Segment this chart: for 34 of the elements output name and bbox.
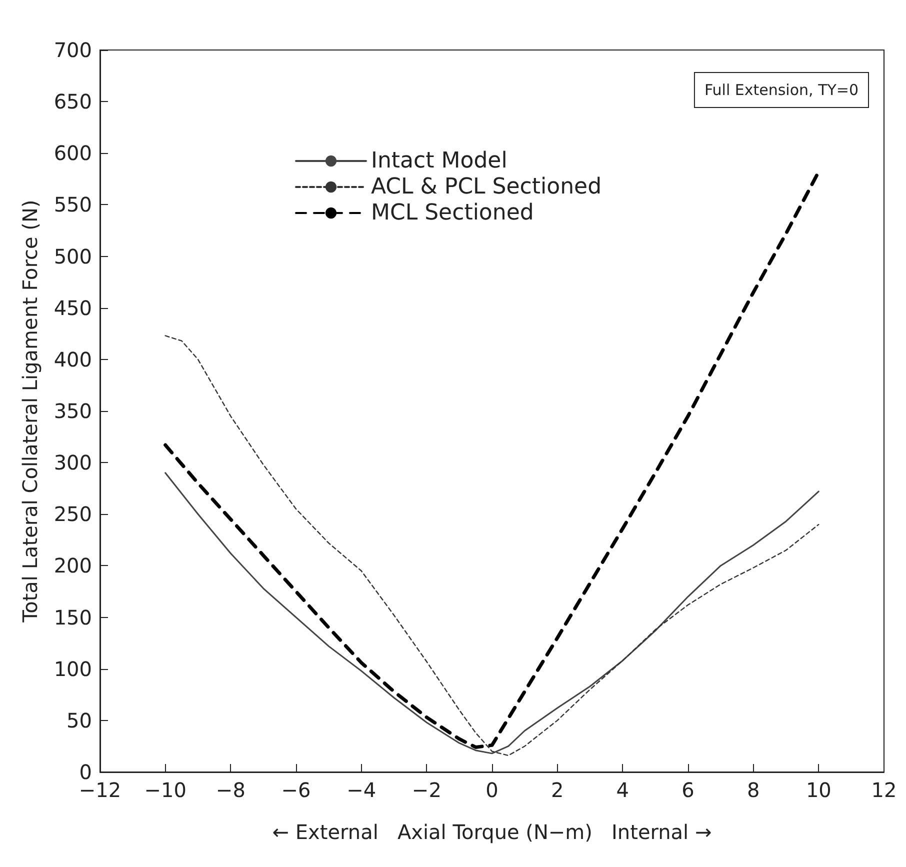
x-tick-label: 8 xyxy=(746,778,760,802)
y-tick-label: 300 xyxy=(54,450,92,475)
y-tick-label: 400 xyxy=(54,347,92,372)
y-tick-label: 350 xyxy=(54,399,92,423)
x-tick-label: −10 xyxy=(144,778,186,802)
y-tick-label: 50 xyxy=(66,708,92,732)
line-series xyxy=(164,472,820,754)
x-tick-label: 6 xyxy=(682,778,694,802)
x-tick-label: −4 xyxy=(346,778,376,802)
y-tick-label: 650 xyxy=(54,90,92,114)
y-axis-title: Total Lateral Collateral Ligament Force (N) xyxy=(18,200,42,624)
y-tick-label: 150 xyxy=(54,605,92,630)
y-tick-label: 700 xyxy=(54,38,92,62)
y-tick-label: 450 xyxy=(54,296,92,320)
y-tick-label: 100 xyxy=(54,656,92,681)
x-tick-label: 10 xyxy=(806,778,832,802)
x-axis-title: ← External Axial Torque (N−m) Internal → xyxy=(272,820,712,844)
y-tick-label: 250 xyxy=(54,502,92,526)
x-tick-label: −8 xyxy=(216,778,246,802)
line-series xyxy=(164,335,820,756)
x-tick-label: −2 xyxy=(412,778,442,802)
x-tick-label: 2 xyxy=(550,778,564,802)
y-tick-label: 550 xyxy=(54,192,92,217)
legend-label: ACL & PCL Sectioned xyxy=(371,174,602,200)
x-tick-label: 4 xyxy=(616,778,630,802)
legend-label: MCL Sectioned xyxy=(371,200,534,226)
y-tick-label: 200 xyxy=(54,554,92,578)
y-tick-label: 500 xyxy=(54,244,92,268)
x-tick-label: −6 xyxy=(281,778,311,802)
x-tick-label: 12 xyxy=(871,778,897,802)
legend-label: Intact Model xyxy=(371,148,508,174)
y-tick-label: 600 xyxy=(54,141,92,166)
annotation: Full Extension, TY=0 xyxy=(704,81,859,99)
x-tick-label: 0 xyxy=(486,778,498,802)
